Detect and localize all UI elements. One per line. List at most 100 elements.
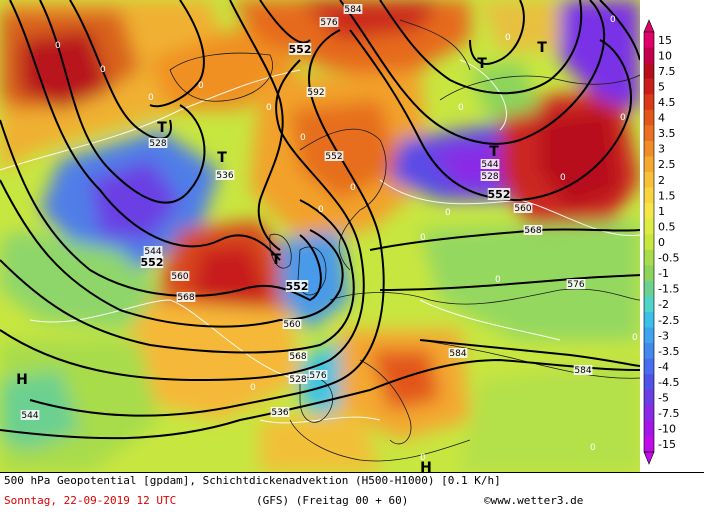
contour-label: 544 — [21, 411, 38, 421]
footer-model: (GFS) (Freitag 00 + 60) — [256, 494, 409, 507]
contour-label-bg — [448, 348, 468, 358]
legend-label: 0.5 — [658, 220, 676, 233]
contour-label: 552 — [141, 256, 164, 269]
zero-contour-label: 0 — [458, 103, 464, 113]
legend-cap-bottom — [643, 451, 655, 465]
contour-label: 584 — [344, 5, 361, 15]
contour-label: 552 — [289, 43, 312, 56]
legend-cap-top — [643, 19, 655, 33]
contour-label-bg — [215, 170, 235, 180]
legend-swatch — [644, 343, 654, 360]
contour-label-bg — [487, 188, 511, 200]
legend-swatch — [644, 249, 654, 266]
low-pressure-marker: T — [271, 252, 281, 268]
contour-label-bg — [170, 271, 190, 281]
zero-contour-label: 0 — [590, 443, 596, 453]
legend-label: 10 — [658, 49, 672, 62]
legend-label: 15 — [658, 34, 672, 47]
legend-label: -2.5 — [658, 314, 679, 327]
map-footer: 500 hPa Geopotential [gpdam], Schichtdic… — [0, 472, 704, 514]
legend-swatch — [644, 389, 654, 406]
legend-label: -7.5 — [658, 407, 679, 420]
contour-label: 560 — [283, 320, 300, 330]
contour-label: 528 — [481, 172, 498, 182]
zero-contour-label: 0 — [420, 233, 426, 243]
contour-label: 568 — [524, 226, 541, 236]
contour-label-bg — [480, 171, 500, 181]
contour-label-bg — [148, 138, 168, 148]
zero-contour-label: 0 — [445, 208, 451, 218]
contour-label: 560 — [514, 204, 531, 214]
low-pressure-marker: T — [157, 120, 167, 136]
contour-label-bg — [324, 151, 344, 161]
contour-label-bg — [308, 370, 328, 380]
map-labels: TTTTTTHH55252853654455256056857658459255… — [16, 4, 638, 472]
legend-label: -3 — [658, 329, 669, 342]
zero-contour-label: 0 — [300, 133, 306, 143]
high-pressure-marker: H — [16, 372, 28, 388]
low-pressure-marker: T — [477, 56, 487, 72]
legend-swatch — [644, 63, 654, 80]
zero-contour-label: 0 — [100, 65, 106, 75]
footer-date: Sonntag, 22-09-2019 12 UTC — [4, 494, 177, 507]
legend-swatch — [644, 312, 654, 329]
zero-contour-label: 0 — [505, 33, 511, 43]
contour-label-bg — [270, 407, 290, 417]
contour-label: 536 — [216, 171, 233, 181]
contour-label-bg — [176, 292, 196, 302]
zero-contour-label: 0 — [318, 205, 324, 215]
footer-description: 500 hPa Geopotential [gpdam], Schichtdic… — [4, 474, 501, 487]
legend-swatch — [644, 172, 654, 189]
legend-swatch — [644, 436, 654, 453]
weather-map: T T T T T T H H 552 528 536 544 552 560 568 576 584 592 55… — [0, 0, 640, 472]
legend-label: -4 — [658, 360, 669, 373]
low-pressure-marker: T — [489, 144, 499, 160]
legend-swatch — [644, 420, 654, 437]
legend-swatch — [644, 94, 654, 111]
contour-label: 592 — [307, 88, 324, 98]
legend-label: 2 — [658, 174, 665, 187]
contour-label-bg — [523, 225, 543, 235]
legend-label: -0.5 — [658, 252, 679, 265]
legend-label: -2 — [658, 298, 669, 311]
zero-contour-label: 0 — [495, 275, 501, 285]
contour-label-bg — [20, 410, 40, 420]
legend-swatch — [644, 234, 654, 251]
contour-label-bg — [143, 246, 163, 256]
legend-swatch — [644, 156, 654, 173]
legend-swatch — [644, 125, 654, 142]
legend-swatch — [644, 218, 654, 235]
legend-swatch — [644, 32, 654, 49]
legend-swatch — [644, 203, 654, 220]
contour-label-bg — [566, 279, 586, 289]
color-legend: 15 10 7.5 5 4.5 4 3.5 3 2.5 2 1.5 1 0.5 0 -0.5 -1 -1.5 -2… — [640, 0, 704, 472]
legend-swatch — [644, 187, 654, 204]
zero-contour-label: 0 — [610, 15, 616, 25]
contour-label-bg — [285, 280, 309, 292]
legend-swatch — [644, 374, 654, 391]
legend-label: 5 — [658, 80, 665, 93]
legend-swatch — [644, 265, 654, 282]
legend-swatch — [644, 140, 654, 157]
contour-label: 536 — [271, 408, 288, 418]
contour-label: 544 — [481, 160, 498, 170]
map-canvas: TTTTTTHH55252853654455256056857658459255… — [0, 0, 640, 472]
zero-contour-label: 0 — [55, 41, 61, 51]
contour-label: 528 — [149, 139, 166, 149]
zero-contour-label: 0 — [198, 81, 204, 91]
contour-label-bg — [513, 203, 533, 213]
zero-contour-label: 0 — [560, 173, 566, 183]
legend-label: -1 — [658, 267, 669, 280]
contour-label: 584 — [574, 366, 591, 376]
contour-label: 552 — [325, 152, 342, 162]
legend-swatch — [644, 280, 654, 297]
legend-swatch — [644, 109, 654, 126]
contour-label-bg — [288, 374, 308, 384]
zero-contour-label: 0 — [148, 93, 154, 103]
legend-label: 4.5 — [658, 96, 676, 109]
legend-swatch — [644, 47, 654, 64]
contour-label: 584 — [449, 349, 466, 359]
legend-label: 3.5 — [658, 127, 676, 140]
contour-label: 568 — [289, 352, 306, 362]
contour-label: 576 — [320, 18, 337, 28]
